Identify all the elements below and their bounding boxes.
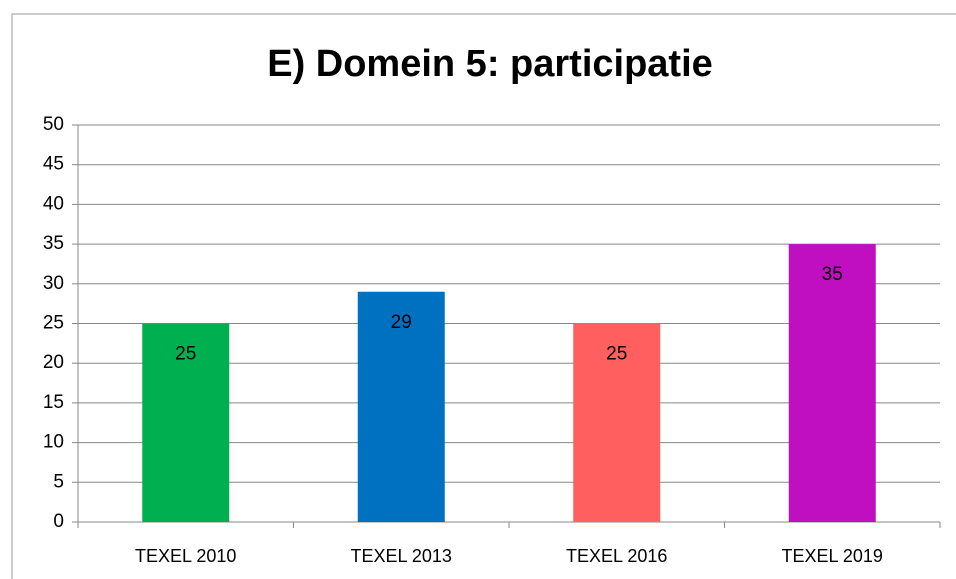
y-tick-label: 50 xyxy=(43,114,64,135)
y-tick-label: 5 xyxy=(53,471,64,492)
y-tick-label: 30 xyxy=(43,273,64,294)
x-tick-label: TEXEL 2016 xyxy=(566,546,667,566)
data-label: 25 xyxy=(606,344,627,365)
bar xyxy=(357,291,445,522)
bar xyxy=(142,323,230,522)
bar xyxy=(788,244,876,522)
bar xyxy=(573,323,661,522)
y-tick-label: 10 xyxy=(43,432,64,453)
y-tick-label: 40 xyxy=(43,193,64,214)
x-tick-label: TEXEL 2019 xyxy=(782,546,883,566)
y-tick-label: 45 xyxy=(43,154,64,175)
x-tick-label: TEXEL 2010 xyxy=(135,546,236,566)
chart-title: E) Domein 5: participatie xyxy=(267,43,713,85)
y-tick-label: 20 xyxy=(43,352,64,373)
x-tick-label: TEXEL 2013 xyxy=(351,546,452,566)
y-tick-label: 0 xyxy=(53,511,64,532)
data-label: 35 xyxy=(822,264,843,285)
data-label: 29 xyxy=(391,312,412,333)
y-tick-label: 35 xyxy=(43,233,64,254)
y-tick-label: 15 xyxy=(43,392,64,413)
y-tick-label: 25 xyxy=(43,313,64,334)
data-label: 25 xyxy=(175,344,196,365)
